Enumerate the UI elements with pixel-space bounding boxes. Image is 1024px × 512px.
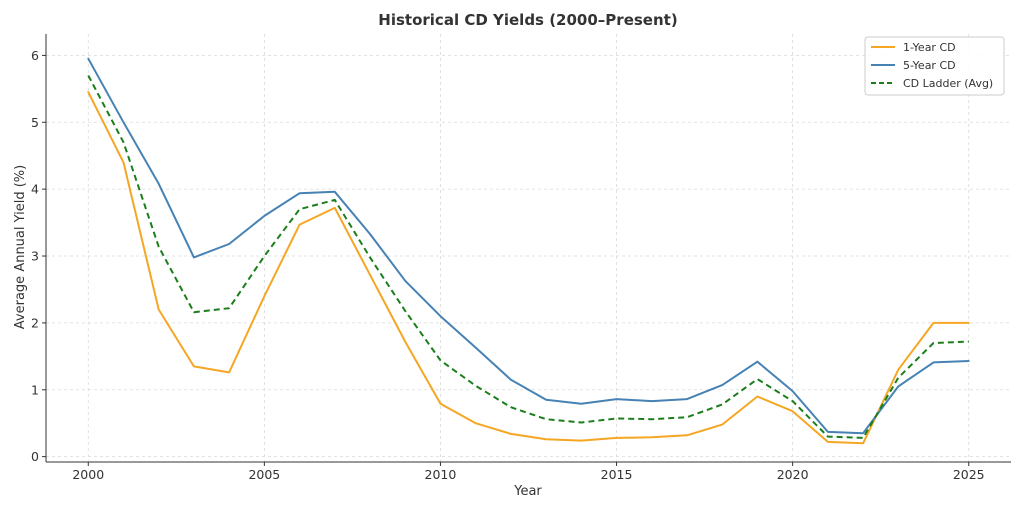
legend-label: 5-Year CD — [903, 59, 956, 72]
legend-label: CD Ladder (Avg) — [903, 77, 993, 90]
legend-box — [864, 36, 1005, 96]
x-tick-label: 2015 — [601, 467, 633, 482]
y-tick-label: 5 — [31, 115, 39, 130]
x-tick-label: 2010 — [425, 467, 457, 482]
y-tick-label: 2 — [31, 315, 39, 330]
x-tick-label: 2020 — [777, 467, 809, 482]
tick-labels: 2000 2005 2010 2015 2020 2025 0 1 2 3 4 5 6 — [31, 48, 985, 482]
x-axis-label: Year — [513, 484, 542, 499]
y-axis-label: Average Annual Yield (%) — [13, 165, 28, 329]
series-lines — [87, 57, 970, 445]
grid — [46, 34, 1011, 462]
series-line-2 — [87, 57, 970, 435]
x-tick-label: 2000 — [72, 467, 104, 482]
x-tick-label: 2025 — [953, 467, 985, 482]
series-line-3 — [87, 75, 969, 439]
y-tick-label: 1 — [31, 382, 39, 397]
y-tick-label: 4 — [31, 182, 39, 197]
x-tick-label: 2005 — [248, 467, 280, 482]
y-tick-label: 3 — [31, 249, 39, 264]
axes — [42, 34, 1011, 466]
series-line-1 — [87, 91, 970, 445]
legend: 1-Year CD 5-Year CD CD Ladder (Avg) — [864, 36, 1005, 96]
y-tick-label: 6 — [31, 48, 39, 63]
legend-label: 1-Year CD — [903, 41, 956, 54]
y-tick-label: 0 — [31, 449, 39, 464]
chart-title: Historical CD Yields (2000–Present) — [378, 11, 677, 29]
